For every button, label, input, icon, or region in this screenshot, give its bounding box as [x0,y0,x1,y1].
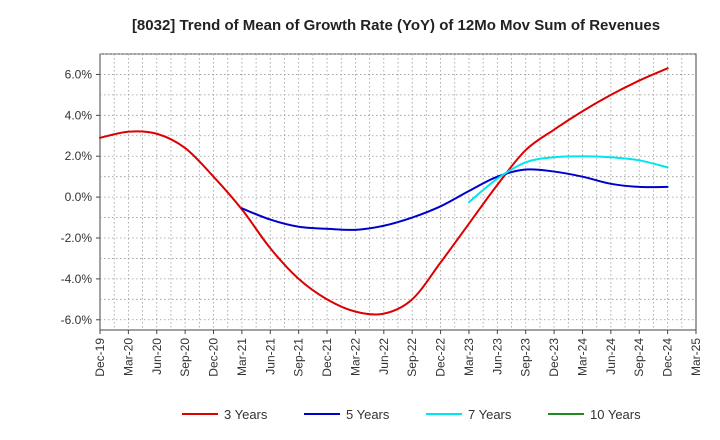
x-tick-label: Dec-21 [320,338,334,377]
series-line-5-years [240,168,669,231]
legend-label-3-years: 3 Years [224,407,268,422]
x-tick-label: Dec-19 [93,338,107,377]
legend-label-7-years: 7 Years [468,407,512,422]
x-tick-label: Mar-25 [689,338,703,376]
x-tick-label: Sep-23 [519,338,533,377]
x-tick-label: Jun-21 [263,338,277,375]
legend: 3 Years 5 Years 7 Years 10 Years [182,407,641,422]
x-tick-label: Dec-23 [547,338,561,377]
chart-title: [8032] Trend of Mean of Growth Rate (YoY… [132,17,660,34]
x-tick-label: Dec-22 [434,338,448,377]
legend-label-5-years: 5 Years [346,407,390,422]
y-tick-label: 0.0% [65,190,93,204]
y-tick-label: -2.0% [61,231,93,245]
plot-area [99,53,697,331]
x-tick-label: Jun-23 [490,338,504,375]
legend-label-10-years: 10 Years [590,407,641,422]
x-tick-label: Mar-23 [462,338,476,376]
x-tick-label: Sep-24 [632,338,646,377]
series-line-3-years [99,67,669,316]
x-tick-label: Mar-21 [235,338,249,376]
x-tick-label: Sep-20 [178,338,192,377]
x-tick-label: Jun-22 [377,338,391,375]
x-tick-label: Mar-22 [348,338,362,376]
series-line-7-years [467,155,669,204]
x-tick-label: Mar-20 [121,338,135,376]
y-tick-label: -4.0% [61,272,93,286]
series-lines [99,67,669,316]
x-tick-label: Sep-22 [405,338,419,377]
y-axis-ticks: -6.0% -4.0% -2.0% 0.0% 2.0% 4.0% 6.0% [61,67,100,327]
grid [100,53,696,330]
x-tick-label: Dec-24 [661,338,675,377]
y-tick-label: 6.0% [65,67,93,81]
x-tick-label: Mar-24 [575,338,589,376]
x-tick-label: Sep-21 [292,338,306,377]
y-tick-label: -6.0% [61,313,93,327]
x-tick-label: Dec-20 [207,338,221,377]
y-tick-label: 2.0% [65,149,93,163]
x-tick-label: Jun-20 [150,338,164,375]
y-tick-label: 4.0% [65,108,93,122]
x-tick-label: Jun-24 [604,338,618,375]
x-axis-ticks: Dec-19 Mar-20 Jun-20 Sep-20 Dec-20 Mar-21 Jun-… [93,330,703,377]
